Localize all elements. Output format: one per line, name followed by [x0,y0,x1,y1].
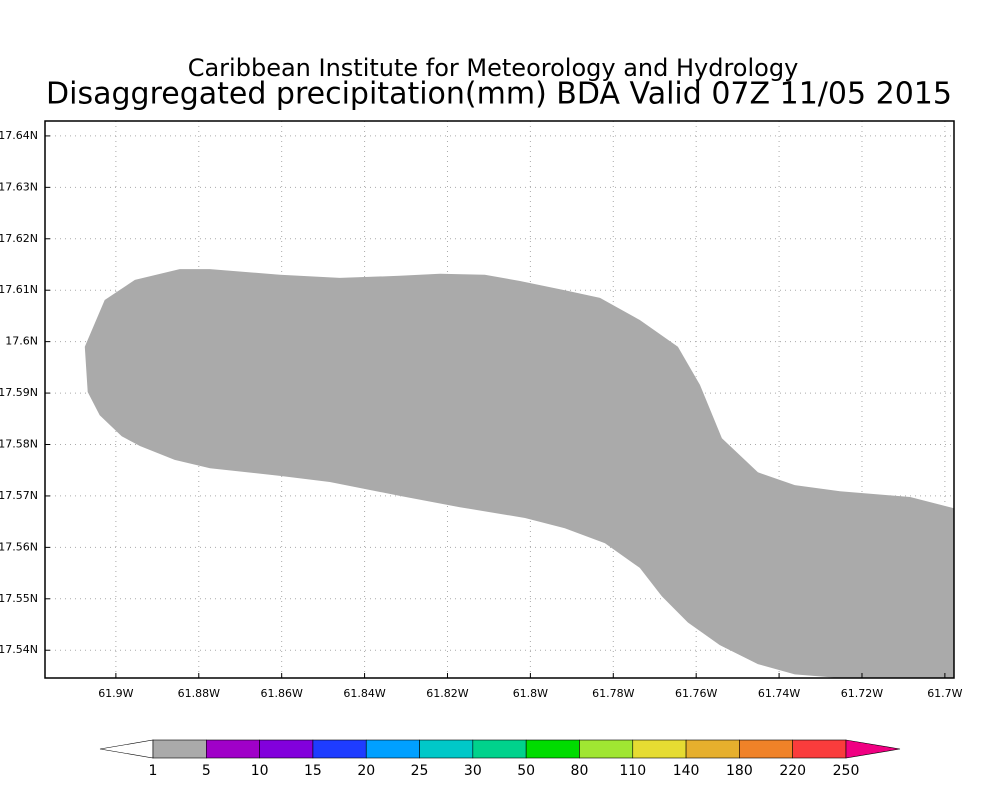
y-tick-label: 17.64N [0,129,38,142]
x-tick-label: 61.78W [592,687,634,700]
y-tick-label: 17.56N [0,540,38,553]
colorbar-segment [365,739,420,759]
x-tick-label: 61.76W [675,687,717,700]
colorbar-label: 220 [779,763,806,779]
colorbar-segment [472,739,527,759]
colorbar-over [845,739,901,759]
y-tick-label: 17.54N [0,643,38,656]
colorbar-segment [579,739,634,759]
x-tick-label: 61.72W [841,687,883,700]
colorbar-label: 1 [149,763,158,779]
colorbar-label: 140 [673,763,700,779]
colorbar-label: 80 [571,763,589,779]
y-tick-label: 17.63N [0,180,38,193]
x-tick-label: 61.8W [513,687,548,700]
colorbar-segment [685,739,740,759]
y-tick-label: 17.62N [0,232,38,245]
colorbar-label: 250 [833,763,860,779]
colorbar-segment [792,739,847,759]
colorbar-label: 25 [411,763,429,779]
colorbar-segment [152,739,207,759]
colorbar-label: 180 [726,763,753,779]
y-tick-label: 17.57N [0,489,38,502]
colorbar-segment [312,739,367,759]
plot-frame [44,120,955,679]
x-tick-label: 61.74W [758,687,800,700]
colorbar-label: 20 [357,763,375,779]
colorbar-label: 15 [304,763,322,779]
x-tick-label: 61.82W [426,687,468,700]
x-tick-label: 61.7W [927,687,962,700]
y-tick-label: 17.6N [5,335,38,348]
colorbar-segment [419,739,474,759]
colorbar-label: 10 [251,763,269,779]
x-tick-label: 61.9W [98,687,133,700]
x-tick-label: 61.86W [260,687,302,700]
precip-region [84,269,955,678]
colorbar-label: 30 [464,763,482,779]
colorbar-label: 5 [202,763,211,779]
colorbar-segment [206,739,260,759]
colorbar-label: 50 [517,763,535,779]
subtitle: Disaggregated precipitation(mm) BDA Vali… [46,77,952,112]
colorbar-segment [525,739,580,759]
colorbar-segment [739,739,793,759]
colorbar-segment [632,739,687,759]
title: Caribbean Institute for Meteorology and … [188,54,799,82]
colorbar-segment [259,739,314,759]
x-tick-label: 61.88W [178,687,220,700]
plot-area: 61.9W 61.88W 61.86W 61.84W 61.82W 61.8W 61.78W… [0,120,963,700]
y-tick-label: 17.61N [0,283,38,296]
y-tick-label: 17.59N [0,386,38,399]
y-tick-label: 17.58N [0,438,38,451]
y-tick-label: 17.55N [0,592,38,605]
colorbar-label: 110 [619,763,646,779]
colorbar: 1 5 10 15 20 25 30 50 80 110 140 180 220 250 [99,739,901,779]
x-tick-label: 61.84W [343,687,385,700]
